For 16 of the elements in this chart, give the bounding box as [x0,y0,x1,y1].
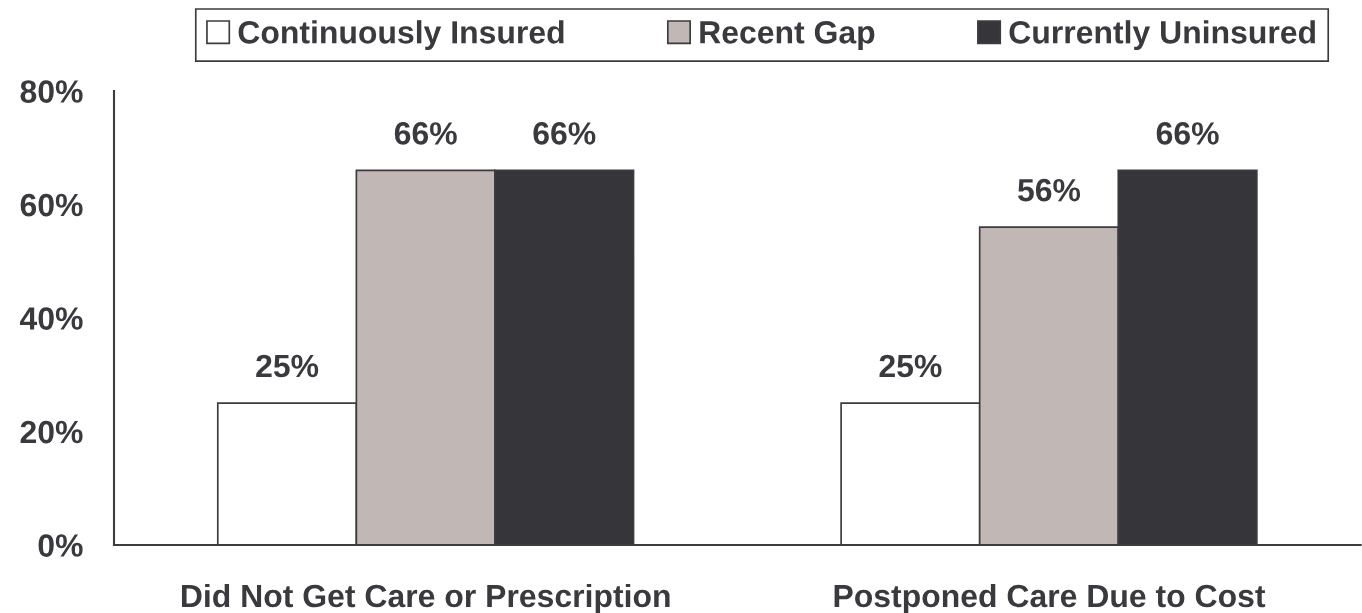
legend-label: Currently Uninsured [1009,20,1315,50]
y-tick-label: 0% [38,534,83,557]
y-tick-label: 20% [20,420,83,444]
y-tick-label: 80% [20,80,83,103]
data-label: 66% [533,122,596,145]
x-tick-label: Did Not Get Care or Prescription [181,583,670,613]
data-label: 66% [1156,122,1219,145]
y-tick-label: 60% [20,193,83,217]
x-tick-label: Postponed Care Due to Cost [834,583,1266,613]
legend-label: Continuously Insured [238,20,564,50]
data-label: 66% [394,122,457,145]
legend-label: Recent Gap [700,21,875,50]
data-label: 25% [879,354,942,378]
data-label: 56% [1017,178,1081,202]
y-tick-label: 40% [19,307,83,330]
data-label: 25% [256,354,319,378]
